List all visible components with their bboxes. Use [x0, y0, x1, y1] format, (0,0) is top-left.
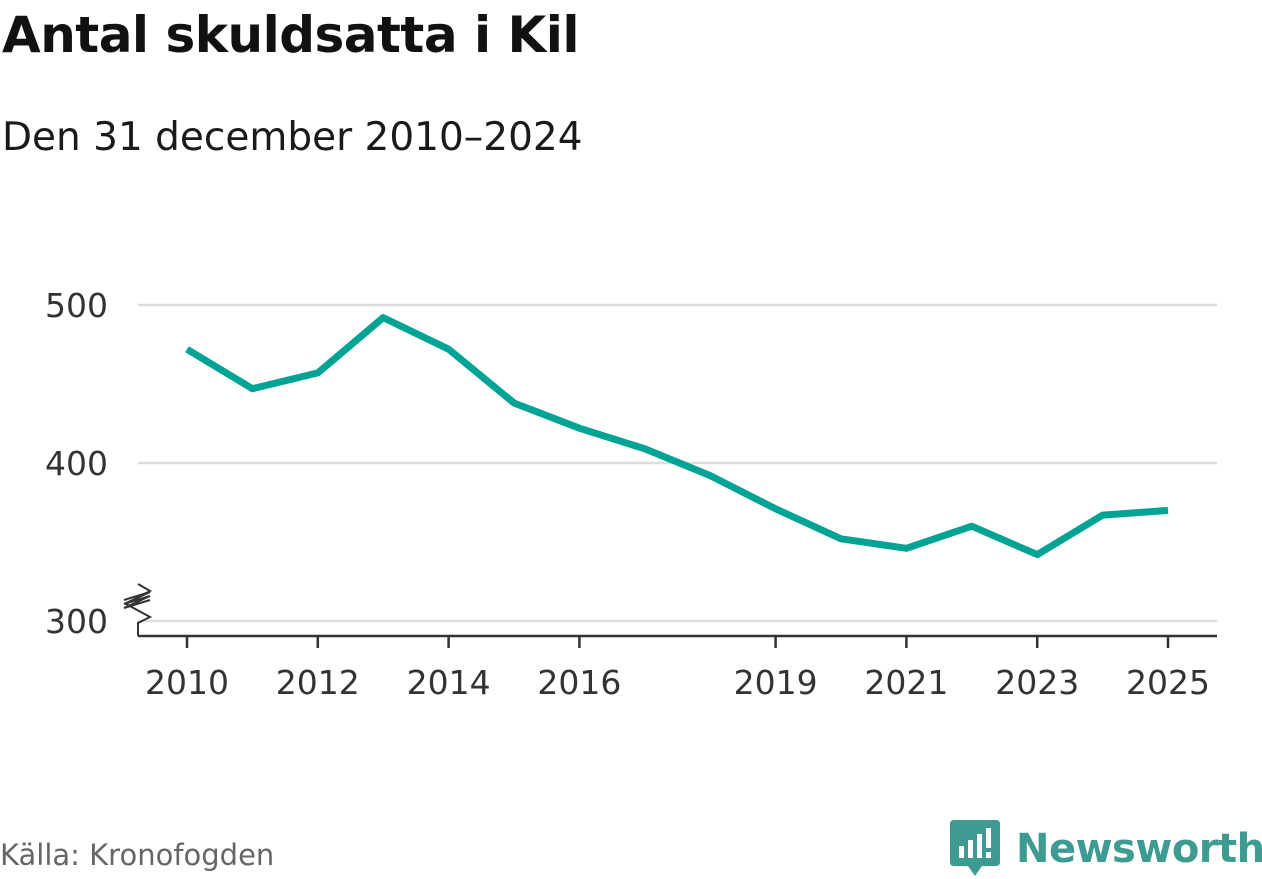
y-tick-label-500: 500 — [45, 286, 108, 325]
brand: Newsworthy — [950, 820, 1262, 878]
source-note: Källa: Kronofogden — [0, 838, 275, 872]
x-tick-label-2012: 2012 — [276, 663, 360, 702]
y-tick-label-300: 300 — [45, 602, 108, 641]
series — [185, 314, 1169, 559]
y-axis: 300 400 500 — [45, 286, 153, 641]
chart-title: Antal skuldsatta i Kil — [2, 6, 580, 64]
x-tick-label-2014: 2014 — [407, 663, 491, 702]
x-tick-label-2023: 2023 — [995, 663, 1079, 702]
brand-name: Newsworthy — [1016, 826, 1262, 872]
x-axis: 2010 2012 2014 2016 2019 2021 2023 2025 — [138, 634, 1217, 702]
x-tick-label-2019: 2019 — [734, 663, 818, 702]
x-tick-label-2021: 2021 — [864, 663, 948, 702]
x-tick-label-2016: 2016 — [537, 663, 621, 702]
y-tick-label-400: 400 — [45, 444, 108, 483]
series-line — [185, 314, 1169, 559]
chart-subtitle: Den 31 december 2010–2024 — [2, 115, 583, 160]
y-axis-break-line — [123, 583, 153, 636]
x-tick-label-2025: 2025 — [1126, 663, 1210, 702]
x-tick-label-2010: 2010 — [145, 663, 229, 702]
newsworthy-logo-icon — [950, 820, 1000, 876]
